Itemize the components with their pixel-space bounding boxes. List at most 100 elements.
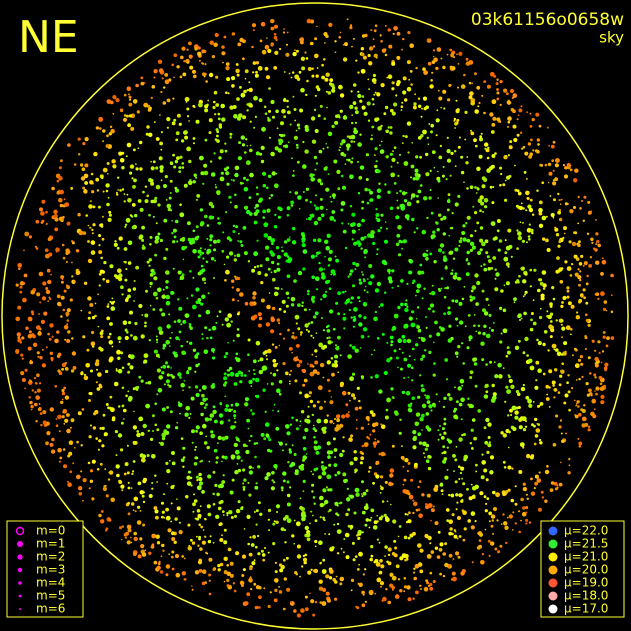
star: [520, 386, 526, 392]
star: [339, 31, 342, 34]
star: [67, 330, 71, 334]
star: [467, 262, 471, 266]
star: [320, 213, 325, 218]
star: [449, 527, 453, 531]
star: [449, 250, 454, 255]
star: [591, 394, 593, 397]
star: [267, 518, 270, 521]
star: [61, 367, 64, 371]
star: [44, 248, 49, 253]
star: [374, 91, 377, 94]
star: [508, 145, 513, 150]
star: [345, 403, 349, 407]
star: [157, 59, 163, 64]
star: [268, 197, 271, 200]
star: [234, 372, 240, 378]
star: [130, 541, 133, 544]
star: [520, 317, 523, 320]
star: [265, 224, 268, 227]
star: [198, 472, 202, 477]
star: [53, 209, 58, 214]
star: [341, 222, 344, 225]
star: [40, 423, 43, 427]
star: [197, 544, 200, 547]
star: [291, 444, 294, 447]
star: [218, 125, 223, 129]
star: [454, 458, 458, 462]
star: [210, 430, 214, 434]
star: [240, 374, 244, 377]
star: [271, 171, 276, 176]
star: [121, 293, 124, 296]
star: [545, 397, 550, 401]
star: [228, 366, 233, 371]
star: [580, 254, 584, 258]
star: [417, 270, 422, 275]
star: [444, 358, 449, 362]
star: [302, 249, 308, 254]
star: [35, 420, 38, 423]
star: [469, 442, 472, 445]
star: [475, 302, 479, 306]
star: [528, 223, 531, 226]
star: [317, 114, 321, 118]
star: [435, 66, 439, 71]
star: [322, 293, 327, 298]
star: [145, 381, 148, 385]
star: [344, 114, 346, 117]
star: [402, 37, 405, 41]
star: [195, 475, 199, 479]
star: [273, 225, 278, 229]
star: [64, 395, 70, 400]
star: [517, 406, 521, 409]
star: [328, 336, 331, 339]
star: [427, 535, 432, 541]
star: [492, 256, 497, 260]
star: [173, 320, 177, 324]
star: [314, 545, 317, 548]
brightness-marker: [548, 578, 558, 588]
star: [101, 444, 105, 448]
star: [198, 537, 201, 541]
star: [326, 337, 329, 340]
star: [524, 151, 529, 156]
star: [402, 465, 405, 468]
star: [372, 103, 375, 106]
star: [431, 291, 436, 296]
star: [57, 369, 61, 373]
star: [506, 516, 509, 519]
star: [83, 373, 87, 376]
star: [267, 551, 270, 554]
star: [524, 293, 526, 296]
star: [420, 336, 423, 340]
star: [541, 496, 545, 499]
star: [133, 496, 139, 502]
star: [259, 264, 263, 268]
star: [23, 249, 25, 252]
star: [361, 444, 365, 448]
star: [176, 421, 178, 424]
star: [490, 541, 495, 546]
star: [222, 474, 225, 477]
star: [456, 537, 459, 540]
star: [392, 397, 395, 400]
star: [316, 25, 318, 28]
star: [450, 52, 454, 56]
star: [586, 274, 589, 278]
star: [532, 401, 535, 403]
star: [98, 244, 101, 247]
star: [154, 402, 157, 406]
star: [169, 192, 172, 194]
star: [217, 217, 220, 220]
star: [334, 501, 339, 506]
star: [442, 215, 447, 220]
star: [172, 153, 176, 157]
star: [300, 56, 306, 61]
star: [485, 390, 489, 394]
star: [395, 564, 400, 569]
star: [139, 510, 142, 512]
star: [180, 382, 185, 388]
star: [244, 402, 249, 407]
star: [513, 137, 518, 143]
star: [488, 520, 491, 523]
